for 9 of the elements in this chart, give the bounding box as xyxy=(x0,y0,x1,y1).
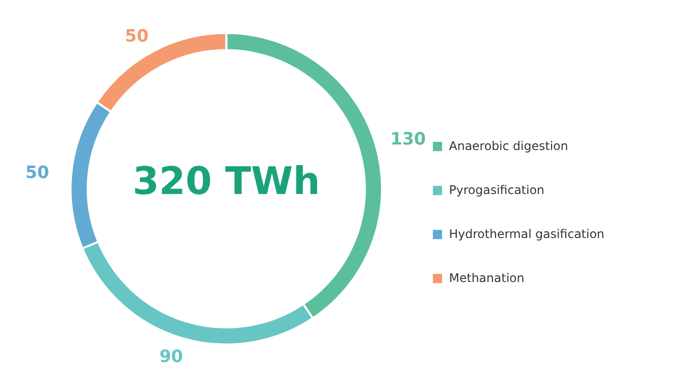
data-label: 90 xyxy=(159,347,184,368)
data-label: 50 xyxy=(124,26,149,47)
legend-label: Methanation xyxy=(449,271,524,285)
legend-label: Pyrogasification xyxy=(449,183,544,197)
text: 320 TWh xyxy=(132,159,320,203)
legend-label: Hydrothermal gasification xyxy=(449,227,604,241)
data-label: 50 xyxy=(25,163,50,184)
data-label: 130 xyxy=(390,130,426,150)
legend-label: Anaerobic digestion xyxy=(449,139,568,153)
